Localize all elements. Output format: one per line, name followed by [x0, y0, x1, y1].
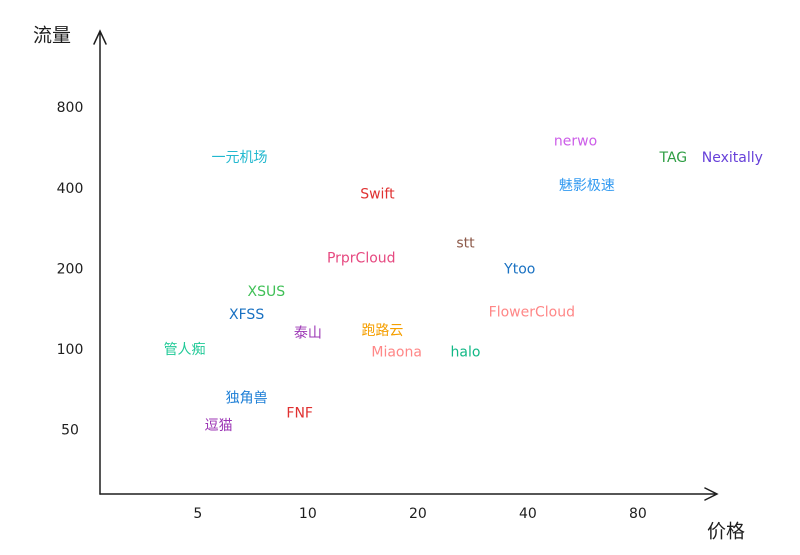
y-tick-label: 100 [57, 342, 84, 358]
y-tick-label: 50 [61, 423, 79, 439]
x-axis-label: 价格 [707, 521, 745, 543]
point-label: 逗猫 [205, 418, 233, 434]
point-label: stt [456, 235, 475, 251]
point-label: PrprCloud [327, 250, 396, 266]
point-label: Nexitally [702, 150, 763, 166]
y-axis [93, 29, 107, 495]
point-label: FNF [286, 405, 313, 421]
point-label: 管人痴 [164, 342, 206, 358]
point-label: 跑路云 [361, 323, 403, 339]
x-tick-label: 40 [519, 506, 537, 522]
point-label: halo [451, 344, 481, 360]
y-axis-label: 流量 [33, 25, 71, 47]
point-label: TAG [659, 150, 688, 166]
x-tick-label: 10 [299, 506, 317, 522]
x-tick-label: 5 [193, 506, 202, 522]
point-label: FlowerCloud [489, 305, 575, 321]
y-tick-label: 400 [57, 181, 84, 197]
y-tick-label: 200 [57, 261, 84, 277]
point-label: nerwo [554, 134, 597, 150]
point-label: 独角兽 [226, 390, 268, 406]
x-axis [99, 487, 719, 501]
point-label: 一元机场 [211, 150, 267, 166]
point-label: XSUS [248, 284, 286, 300]
point-label: XFSS [229, 307, 264, 323]
x-tick-label: 80 [629, 506, 647, 522]
point-label: 泰山 [294, 326, 322, 342]
y-tick-label: 800 [57, 100, 84, 116]
point-label: Ytoo [503, 261, 535, 277]
point-label: Swift [360, 187, 395, 203]
point-label: 魅影极速 [559, 178, 615, 194]
point-label: Miaona [371, 344, 422, 360]
x-tick-label: 20 [409, 506, 427, 522]
